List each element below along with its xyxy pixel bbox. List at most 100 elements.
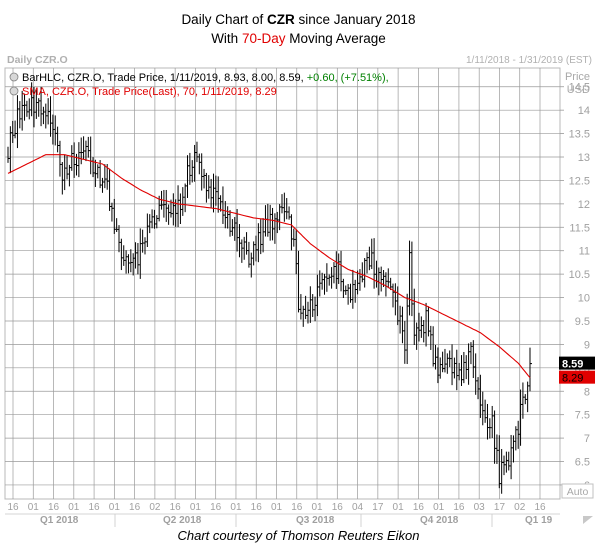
price-bar <box>182 187 185 216</box>
price-bar <box>458 362 462 381</box>
price-bar <box>68 164 72 187</box>
price-bar <box>106 163 110 190</box>
price-bar <box>87 136 91 158</box>
y-axis: 66.577.588.599.51010.51111.51212.51313.5… <box>560 82 590 492</box>
price-bar <box>64 154 67 191</box>
price-bar <box>165 189 169 222</box>
price-bar <box>210 178 214 209</box>
auto-button[interactable] <box>561 483 594 499</box>
x-day-label: 16 <box>251 502 263 513</box>
x-day-label: 01 <box>271 502 283 513</box>
legend-bar-row: BarHLC, CZR.O, Trade Price, 1/11/2019, 8… <box>9 72 389 84</box>
price-bar <box>427 306 431 337</box>
price-bar <box>73 142 77 178</box>
quarter-label: Q3 2018 <box>296 515 335 526</box>
y-tick-label: 10.5 <box>569 269 590 281</box>
price-bar <box>300 294 303 320</box>
price-bar <box>501 449 504 494</box>
price-bar <box>413 288 417 346</box>
price-bar <box>80 137 84 165</box>
price-bar <box>19 101 22 129</box>
price-bar <box>468 343 471 385</box>
x-day-label: 16 <box>48 502 60 513</box>
price-bar <box>456 349 459 391</box>
title-line-2: With 70-Day Moving Average <box>211 31 386 46</box>
price-bar <box>418 312 421 342</box>
price-bar <box>189 152 192 185</box>
resize-grip-icon <box>583 516 593 524</box>
x-day-label: 16 <box>534 502 546 513</box>
price-bar <box>498 435 502 489</box>
price-bar <box>16 95 20 149</box>
price-bar <box>130 249 133 273</box>
price-bar <box>510 434 514 480</box>
x-day-label: 02 <box>514 502 526 513</box>
price-bar <box>281 194 284 214</box>
x-day-label: 16 <box>89 502 101 513</box>
price-bar <box>177 185 181 228</box>
y-tick-label: 12 <box>578 199 590 211</box>
price-bar <box>139 228 143 279</box>
price-bar <box>57 126 60 153</box>
price-bar <box>94 159 98 187</box>
price-bar <box>54 115 58 146</box>
price-bar <box>342 278 346 299</box>
price-bar <box>149 214 152 234</box>
price-bar <box>26 100 29 117</box>
price-bar <box>283 192 287 222</box>
y-tick-label: 11.5 <box>569 222 590 234</box>
grid-layer <box>5 68 560 499</box>
quarter-label: Q1 2018 <box>40 515 79 526</box>
price-bar <box>7 146 10 163</box>
price-bar <box>262 218 266 253</box>
price-bar <box>475 353 478 395</box>
price-bar <box>236 209 240 252</box>
price-bar <box>286 198 289 220</box>
price-bar <box>305 295 308 320</box>
price-bar <box>435 344 438 370</box>
price-bar <box>109 168 112 211</box>
price-bar <box>316 274 320 317</box>
price-bar <box>463 351 466 384</box>
price-bar <box>359 269 362 291</box>
price-bar <box>479 374 483 418</box>
price-bar <box>512 435 516 463</box>
price-bar <box>333 262 336 284</box>
price-bar <box>295 230 299 275</box>
price-bar <box>338 253 341 284</box>
price-bar <box>423 319 426 343</box>
price-bar <box>231 219 235 236</box>
price-bar <box>12 120 15 143</box>
price-bar <box>366 252 370 274</box>
price-bar <box>302 305 306 327</box>
price-bar <box>503 455 507 476</box>
price-bar <box>298 250 301 313</box>
price-bar <box>99 160 103 189</box>
legend-sma-text: SMA, CZR.O, Trade Price(Last), 70, 1/11/… <box>22 86 277 98</box>
x-day-label: 17 <box>494 502 506 513</box>
price-bar <box>380 266 384 292</box>
price-bar <box>482 391 485 426</box>
price-bar <box>430 325 433 350</box>
price-bar <box>409 240 412 316</box>
price-bar <box>411 241 414 317</box>
price-bar <box>9 126 13 174</box>
price-bar <box>127 254 131 274</box>
price-bar <box>489 418 492 439</box>
price-bar <box>267 203 270 237</box>
price-bar <box>364 258 367 288</box>
price-bar <box>50 96 53 137</box>
x-day-label: 01 <box>28 502 40 513</box>
quarter-label: Q2 2018 <box>163 515 202 526</box>
price-bar <box>21 90 25 131</box>
price-bar <box>449 350 452 368</box>
x-day-label: 16 <box>7 502 19 513</box>
price-bar <box>453 357 457 379</box>
price-bar <box>104 164 107 189</box>
price-bar <box>61 161 65 195</box>
x-day-label: 01 <box>190 502 202 513</box>
price-bar <box>45 103 48 129</box>
x-axis: 16 01 16 01 16 01 16 02 16 01 16 01 16 01 16 01 16 04 17 01… <box>5 502 560 527</box>
price-bar <box>111 202 114 222</box>
price-bar <box>35 89 39 119</box>
